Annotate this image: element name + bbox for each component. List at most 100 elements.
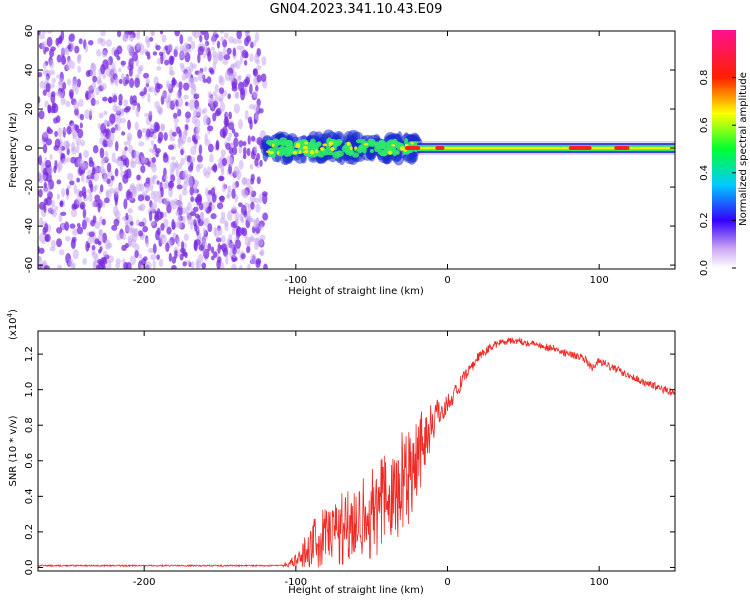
noise-blob [255, 59, 261, 65]
noise-blob [136, 174, 141, 181]
noise-blob [156, 58, 162, 65]
band-blob-core [322, 143, 328, 147]
noise-blob [61, 187, 66, 198]
noise-blob [180, 65, 186, 73]
noise-blob [187, 165, 194, 172]
noise-blob [145, 78, 151, 85]
noise-blob [184, 111, 191, 119]
noise-blob [150, 140, 154, 146]
noise-blob [118, 78, 123, 85]
noise-blob [42, 89, 47, 96]
noise-blob [143, 86, 148, 95]
noise-blob [150, 221, 156, 226]
noise-blob [64, 47, 70, 56]
noise-blob [228, 132, 233, 138]
band-blob-core [309, 150, 315, 155]
band-blob-core [391, 144, 396, 147]
noise-blob [38, 264, 41, 269]
noise-blob [94, 194, 101, 202]
noise-blob [194, 239, 201, 246]
x-tick-label: 0 [444, 577, 450, 588]
noise-blob [42, 131, 49, 138]
noise-blob [217, 162, 223, 169]
noise-blob [38, 102, 41, 108]
noise-blob [153, 190, 159, 198]
colorbar [712, 30, 736, 268]
y-tick-label: 0.8 [24, 417, 35, 433]
noise-blob [226, 47, 232, 55]
noise-blob [59, 200, 64, 206]
noise-blob [207, 97, 214, 105]
y-tick-label: 0.6 [24, 453, 35, 469]
noise-blob [69, 223, 76, 229]
noise-blob [216, 202, 224, 210]
noise-blob [238, 118, 243, 130]
noise-blob [80, 173, 85, 183]
noise-blob [189, 186, 194, 196]
noise-blob [212, 100, 219, 108]
noise-blob [177, 108, 182, 117]
noise-blob [167, 92, 172, 104]
noise-blob [102, 96, 108, 102]
noise-blob [258, 193, 263, 204]
band-blob-mid [323, 149, 329, 156]
noise-blob [44, 223, 49, 233]
noise-blob [110, 175, 115, 181]
top-xlabel: Height of straight line (km) [288, 286, 424, 297]
noise-blob [212, 91, 216, 97]
top-axes: -200 -100 0 100 60 40 20 0 -20 -40 -60 [24, 25, 675, 286]
noise-blob [247, 263, 251, 269]
noise-blob [38, 96, 41, 104]
noise-blob [114, 140, 119, 152]
noise-blob [140, 258, 147, 266]
noise-blob [121, 131, 126, 136]
noise-blob [203, 167, 207, 177]
colorbar-axis: 0.0 0.2 0.4 0.6 0.8 [699, 70, 736, 276]
noise-blob [161, 34, 167, 43]
noise-blob [80, 204, 84, 210]
noise-blob [196, 154, 203, 163]
noise-blob [81, 219, 87, 230]
noise-blob [74, 85, 79, 95]
noise-blob [78, 190, 84, 198]
band-blob-core [354, 146, 358, 150]
noise-blob [225, 142, 231, 150]
noise-blob [218, 94, 224, 102]
noise-blob [148, 148, 155, 153]
noise-blob [242, 154, 247, 160]
band-blob-mid [358, 145, 366, 150]
noise-blob [203, 31, 210, 41]
noise-blob [174, 236, 180, 243]
noise-blob [227, 210, 233, 222]
bottom-plot-frame [37, 330, 676, 572]
noise-blob [87, 236, 94, 245]
noise-blob [219, 128, 226, 138]
noise-blob [195, 135, 201, 141]
noise-blob [152, 133, 157, 140]
noise-blob [126, 132, 133, 141]
noise-blob [236, 226, 243, 237]
noise-blob [259, 234, 266, 241]
noise-blob [234, 239, 242, 249]
noise-blob [220, 36, 225, 43]
noise-blob [207, 143, 214, 153]
noise-blob [129, 255, 137, 266]
noise-blob [161, 182, 168, 190]
noise-blob [136, 45, 140, 51]
noise-blob [47, 165, 53, 176]
noise-blob [90, 172, 95, 180]
noise-blob [221, 158, 228, 167]
noise-blob [76, 78, 81, 88]
band-blob-core [298, 150, 302, 155]
noise-blob [171, 264, 177, 269]
noise-blob [76, 196, 82, 205]
noise-blob [135, 106, 140, 118]
noise-blob [237, 39, 243, 45]
noise-blob [134, 250, 139, 259]
noise-blob [88, 91, 92, 101]
noise-blob [80, 159, 85, 171]
noise-blob [76, 222, 81, 228]
noise-blob [138, 221, 145, 227]
noise-blob [127, 31, 133, 36]
